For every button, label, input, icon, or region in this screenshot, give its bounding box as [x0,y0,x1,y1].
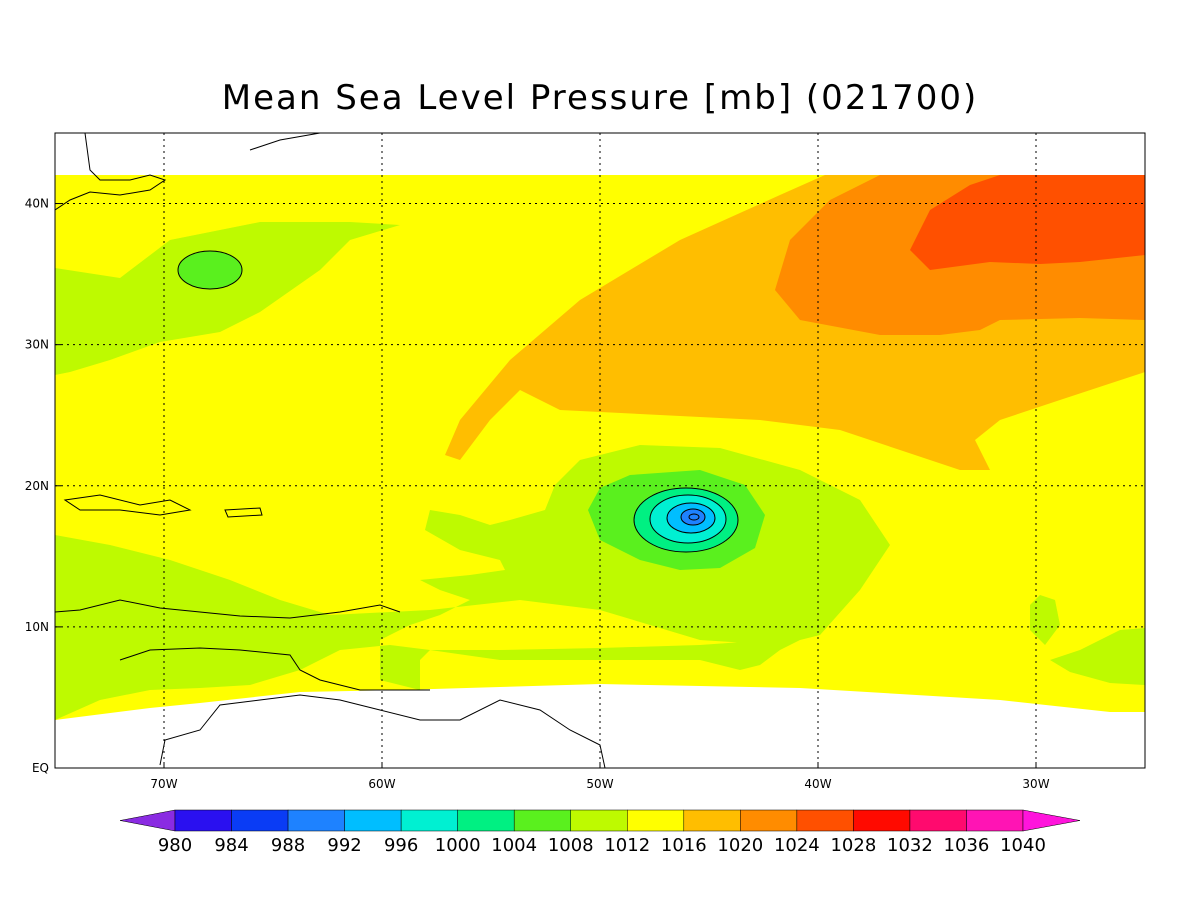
lat-tick-label: 20N [25,479,49,493]
colorbar-label: 1000 [435,835,481,856]
colorbar-arrow-high [1022,809,1081,832]
colorbar-arrow-low [119,809,176,832]
map-gridlines [55,133,1145,768]
contour-1008-northwest [55,222,400,375]
lon-tick-label: 40W [804,777,831,791]
lon-tick-label: 70W [150,777,177,791]
colorbar-label: 996 [384,835,418,856]
coastlines [55,133,606,768]
pressure-field [55,133,1145,768]
colorbar-swatch [909,809,967,832]
colorbar-swatch [457,809,515,832]
longitude-ticks: 70W 60W 50W 40W 30W [150,762,1050,791]
map-title: Mean Sea Level Pressure [mb] (021700) [221,78,979,118]
colorbar-label: 988 [271,835,305,856]
colorbar-label: 1012 [604,835,650,856]
lat-tick-label: 30N [25,338,49,352]
colorbar-label: 1028 [830,835,876,856]
latitude-ticks: EQ 10N 20N 30N 40N [25,197,61,775]
contour-988-hurricane [681,509,705,525]
colorbar-label: 984 [214,835,248,856]
colorbar-swatch [400,809,458,832]
colorbar-swatch [231,809,289,832]
lat-tick-label: 40N [25,197,49,211]
colorbar: 980 984 988 992 996 1000 1004 1008 1012 1016 1020 1… [119,809,1081,856]
colorbar-swatch [683,809,741,832]
colorbar-swatch [627,809,685,832]
lat-tick-label: 10N [25,620,49,634]
colorbar-label: 1004 [491,835,537,856]
colorbar-swatch [513,809,571,832]
colorbar-swatch [344,809,402,832]
colorbar-label: 1020 [717,835,763,856]
colorbar-label: 1016 [661,835,707,856]
contour-1004-northwest [178,251,242,289]
colorbar-swatch [740,809,798,832]
contour-1008-east [1050,628,1145,685]
colorbar-swatch [174,809,232,832]
colorbar-label: 980 [158,835,192,856]
lon-tick-label: 30W [1022,777,1049,791]
colorbar-label: 992 [327,835,361,856]
contour-1024-region [910,175,1145,270]
lon-tick-label: 60W [368,777,395,791]
colorbar-swatch [796,809,854,832]
colorbar-label: 1032 [887,835,933,856]
colorbar-swatch [853,809,911,832]
contour-lines [177,250,739,553]
lat-tick-label: EQ [32,761,49,775]
colorbar-swatch [287,809,345,832]
colorbar-label: 1040 [1000,835,1046,856]
colorbar-label: 1024 [774,835,820,856]
contour-1008-east-island [1030,595,1060,645]
colorbar-swatch [570,809,628,832]
lon-tick-label: 50W [586,777,613,791]
colorbar-label: 1008 [548,835,594,856]
colorbar-swatch [966,809,1024,832]
colorbar-label: 1036 [944,835,990,856]
